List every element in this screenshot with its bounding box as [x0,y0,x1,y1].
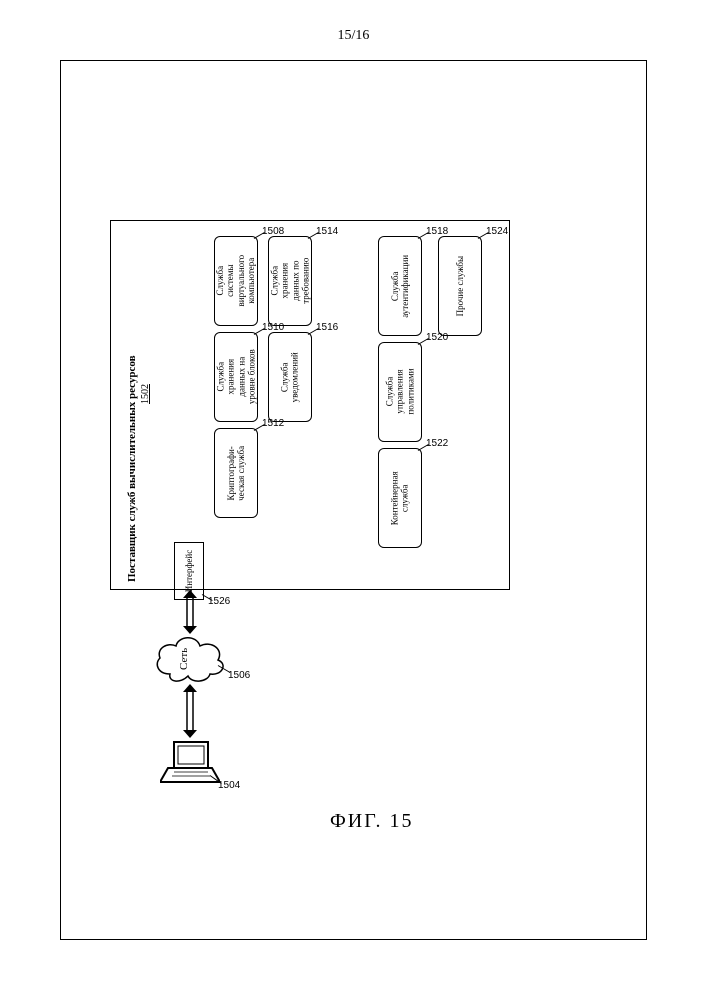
arrow-laptop-network [183,684,197,738]
svc-policy-label: Службауправленияполитиками [384,369,415,415]
svc-vm: Службасистемывиртуальногокомпьютера [214,236,258,326]
svc-vm-label: Службасистемывиртуальногокомпьютера [215,255,256,307]
page-number: 15/16 [0,28,707,44]
svc-auth: Службааутентификации [378,236,422,336]
svc-notify-label: Службауведомлений [280,352,301,402]
interface-label: Интерфейс [184,550,194,592]
svc-other-ref: 1524 [486,226,508,237]
svc-container-ref: 1522 [426,438,448,449]
svc-crypto-label: Криптографи-ческая служба [226,446,247,501]
svc-policy: Службауправленияполитиками [378,342,422,442]
svc-block: Службахраненияданных науровне блоков [214,332,258,422]
network-cloud [150,630,230,686]
svc-block-label: Службахраненияданных науровне блоков [215,350,256,405]
svc-other: Прочие службы [438,236,482,336]
provider-ref: 1502 [140,384,151,404]
network-label: Сеть [178,648,190,670]
laptop-ref: 1504 [218,780,240,791]
network-ref: 1506 [228,670,250,681]
svc-notify: Службауведомлений [268,332,312,422]
svc-notify-ref: 1516 [316,322,338,333]
laptop-icon [160,738,220,788]
interface-ref: 1526 [208,596,230,607]
svc-ondemand-label: Службахраненияданных потребованию [269,258,310,304]
provider-title: Поставщик служб вычислительных ресурсов [126,355,138,582]
svc-auth-label: Службааутентификации [390,255,411,318]
svc-container-label: Контейнернаяслужба [390,471,411,525]
svc-ondemand-ref: 1514 [316,226,338,237]
svc-container: Контейнернаяслужба [378,448,422,548]
interface-box: Интерфейс [174,542,204,600]
figure-label: ФИГ. 15 [330,810,414,833]
svc-other-label: Прочие службы [455,256,465,316]
svc-crypto: Криптографи-ческая служба [214,428,258,518]
svc-ondemand: Службахраненияданных потребованию [268,236,312,326]
diagram: 1504 Сеть 1506 Поставщик служб вычислите… [120,180,520,880]
